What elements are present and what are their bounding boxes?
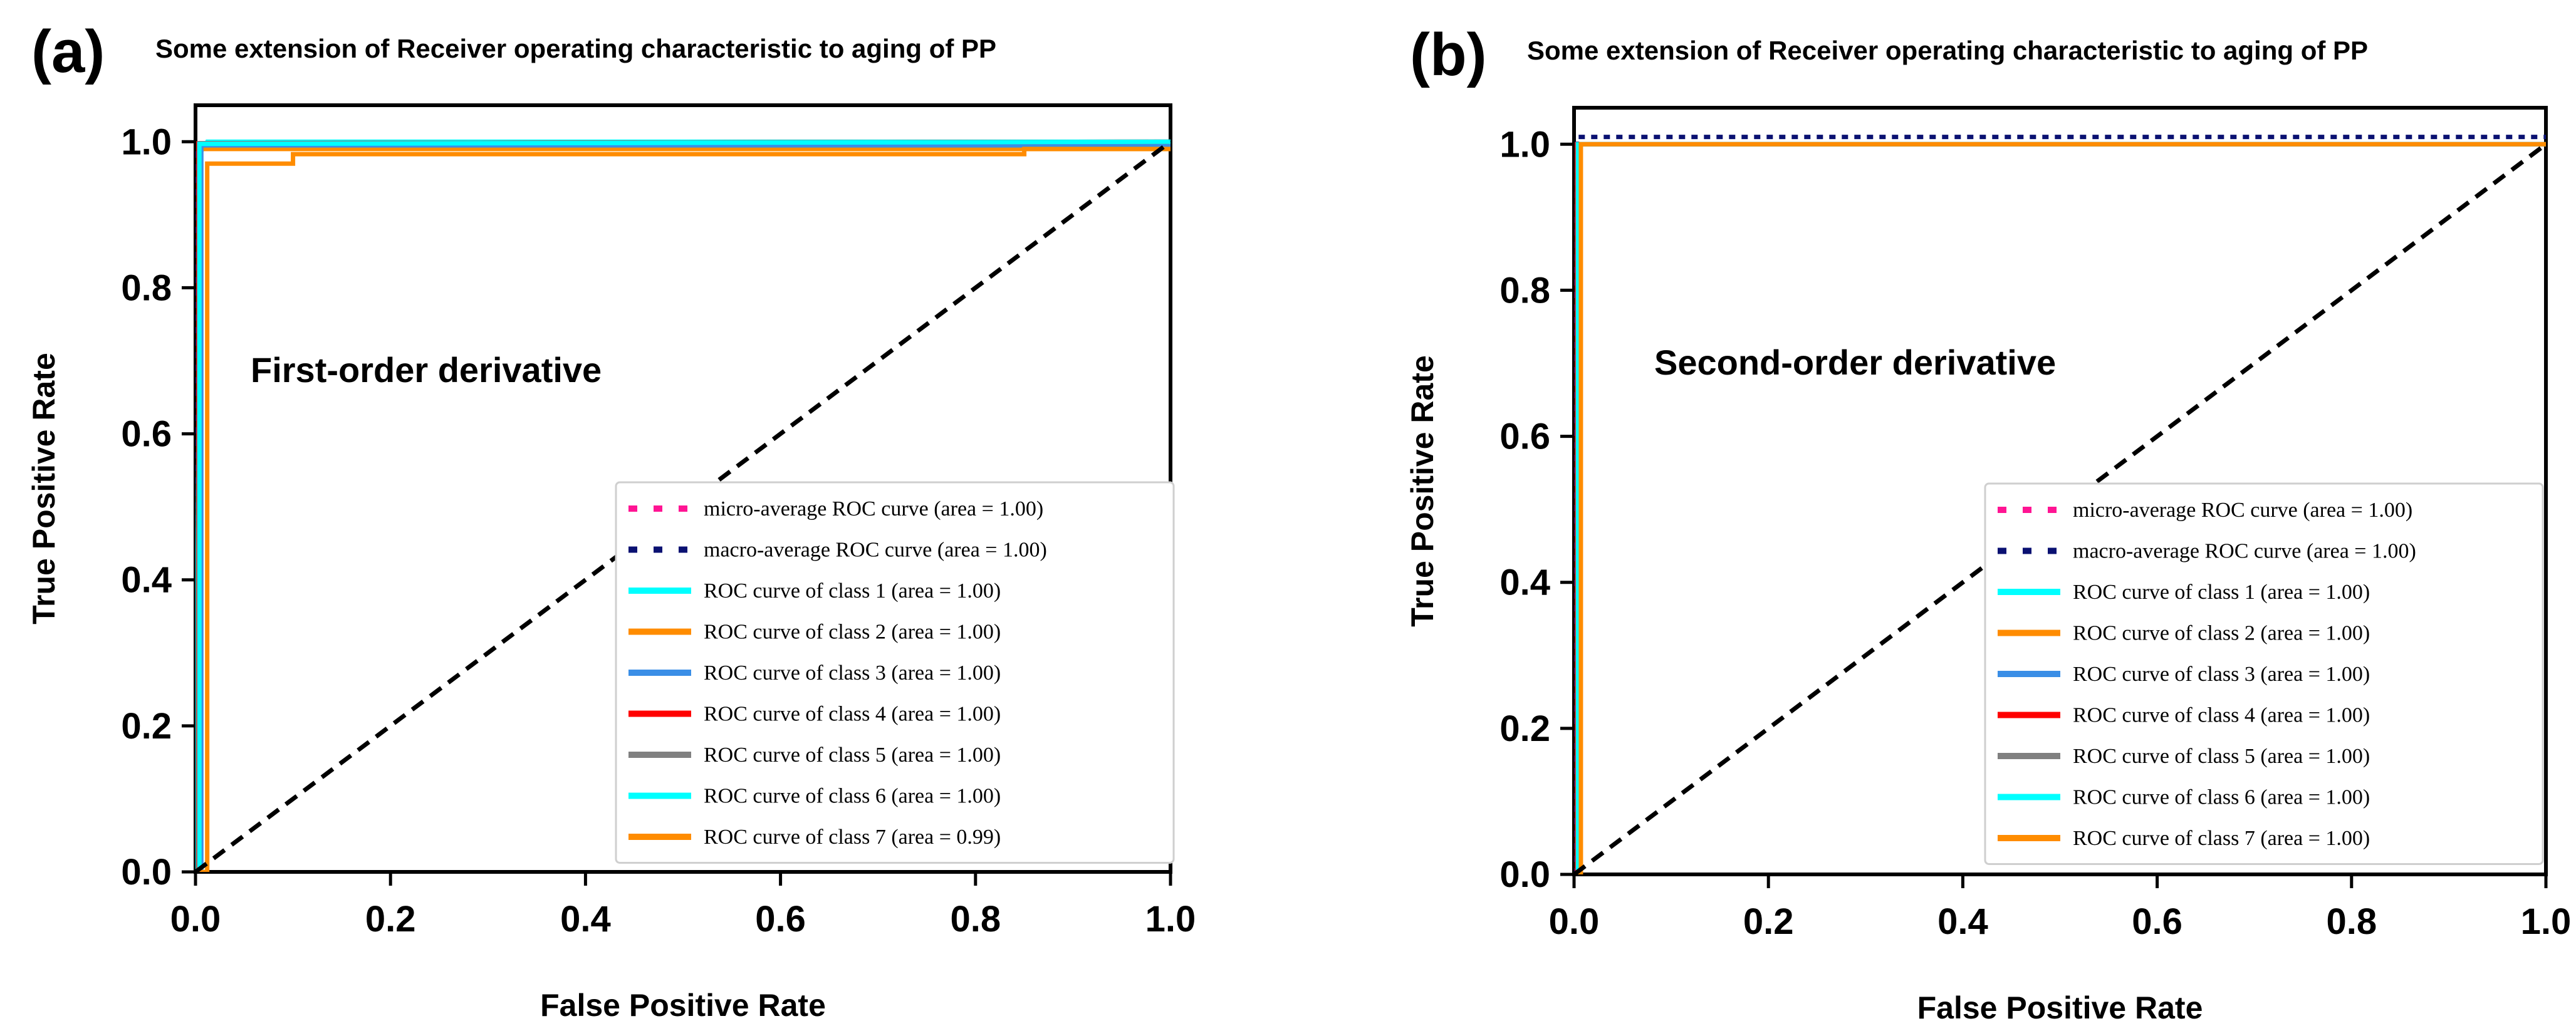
roc-series-line	[196, 139, 1171, 872]
y-tick-label: 0.6	[1499, 417, 1550, 457]
series-group	[196, 139, 1172, 872]
x-tick-label: 0.4	[560, 899, 611, 940]
legend-item-label: ROC curve of class 2 (area = 1.00)	[704, 621, 1001, 644]
legend-item-label: ROC curve of class 2 (area = 1.00)	[2073, 622, 2370, 645]
legend-item-label: ROC curve of class 6 (area = 1.00)	[704, 785, 1001, 808]
x-tick-label: 0.0	[1549, 901, 1600, 942]
series-group	[1574, 135, 2548, 874]
legend-item-label: ROC curve of class 7 (area = 0.99)	[704, 826, 1001, 849]
x-tick-label: 0.2	[365, 899, 416, 940]
legend-item-label: ROC curve of class 1 (area = 1.00)	[704, 579, 1001, 603]
derivative-annotation: Second-order derivative	[1654, 343, 2056, 382]
x-axis-label: False Positive Rate	[1917, 990, 2203, 1025]
x-tick-label: 0.6	[2132, 901, 2182, 942]
y-tick-label: 1.0	[121, 122, 172, 162]
x-tick-label: 0.2	[1743, 901, 1794, 942]
y-axis-label: True Positive Rate	[1405, 355, 1440, 627]
legend-item-label: ROC curve of class 4 (area = 1.00)	[704, 703, 1001, 726]
chart-title: Some extension of Receiver operating cha…	[155, 34, 996, 63]
legend-item-label: macro-average ROC curve (area = 1.00)	[2073, 540, 2416, 563]
x-axis-label: False Positive Rate	[540, 988, 826, 1023]
x-tick-label: 1.0	[2521, 901, 2572, 942]
panel-b: (b) Some extension of Receiver operating …	[1405, 21, 2571, 1025]
chart-title: Some extension of Receiver operating cha…	[1527, 36, 2368, 65]
legend-item-label: ROC curve of class 3 (area = 1.00)	[704, 661, 1001, 685]
y-axis-label: True Positive Rate	[26, 353, 61, 624]
y-tick-label: 0.4	[121, 560, 172, 601]
x-tick-label: 0.0	[170, 899, 221, 940]
roc-series-line	[1574, 135, 2546, 874]
y-tick-label: 0.4	[1499, 562, 1550, 603]
panel-a: (a) Some extension of Receiver operating …	[26, 18, 1196, 1023]
y-tick-label: 1.0	[1499, 124, 1550, 165]
legend-item-label: ROC curve of class 5 (area = 1.00)	[2073, 745, 2370, 768]
x-tick-label: 0.8	[2326, 901, 2377, 942]
y-tick-label: 0.0	[121, 852, 172, 893]
x-tick-label: 0.4	[1937, 901, 1988, 942]
y-tick-label: 0.8	[121, 267, 172, 308]
legend-item-label: ROC curve of class 7 (area = 1.00)	[2073, 827, 2370, 850]
y-tick-label: 0.2	[1499, 708, 1550, 749]
y-tick-label: 0.8	[1499, 270, 1550, 311]
legend-item-label: ROC curve of class 1 (area = 1.00)	[2073, 581, 2370, 604]
legend-item-label: ROC curve of class 6 (area = 1.00)	[2073, 786, 2370, 809]
legend-item-label: micro-average ROC curve (area = 1.00)	[2073, 499, 2412, 522]
x-tick-label: 0.6	[755, 899, 806, 940]
y-tick-label: 0.2	[121, 706, 172, 747]
legend-item-label: ROC curve of class 3 (area = 1.00)	[2073, 663, 2370, 686]
x-tick-label: 1.0	[1145, 899, 1196, 940]
panel-label: (a)	[31, 18, 105, 85]
legend-box	[1984, 482, 2544, 865]
x-tick-label: 0.8	[950, 899, 1001, 940]
plot-frame	[1572, 106, 2548, 876]
roc-series-line	[1574, 142, 2546, 874]
legend-item-label: ROC curve of class 4 (area = 1.00)	[2073, 704, 2370, 727]
legend-box	[615, 481, 1175, 864]
legend-item-label: ROC curve of class 5 (area = 1.00)	[704, 743, 1001, 767]
y-tick-label: 0.6	[121, 414, 172, 455]
legend-item-label: macro-average ROC curve (area = 1.00)	[704, 539, 1047, 562]
roc-series-line	[196, 147, 1171, 872]
panel-label: (b)	[1410, 21, 1487, 88]
legend-item-label: micro-average ROC curve (area = 1.00)	[704, 497, 1043, 521]
derivative-annotation: First-order derivative	[251, 350, 602, 390]
y-tick-label: 0.0	[1499, 854, 1550, 895]
